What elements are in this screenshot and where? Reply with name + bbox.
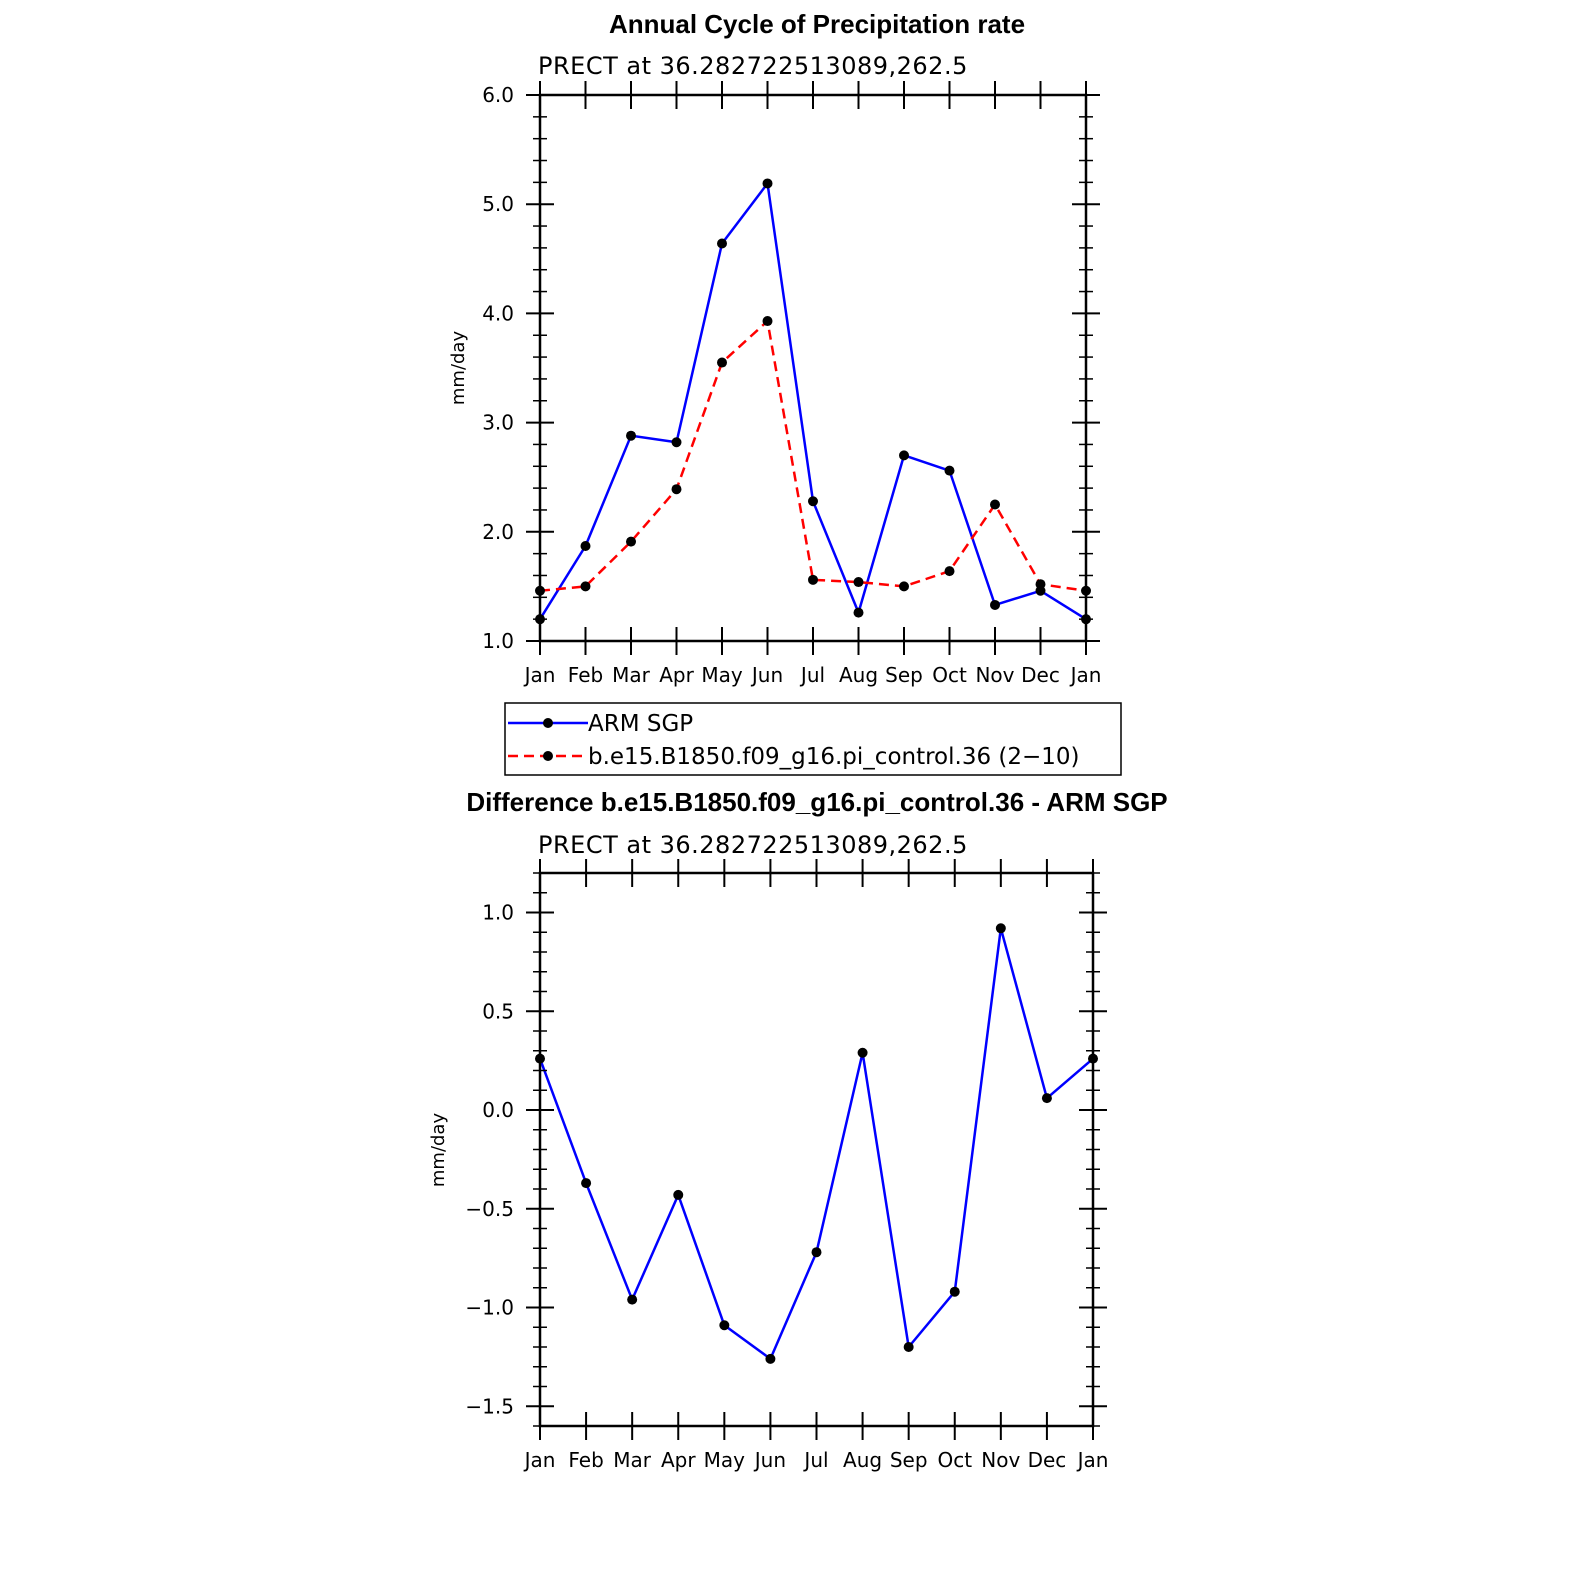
top-x-tick-label: Sep <box>885 663 923 687</box>
top-series-0-point <box>990 599 1000 610</box>
top-y-tick-label: 6.0 <box>482 83 514 107</box>
legend: ARM SGP b.e15.B1850.f09_g16.pi_control.3… <box>504 702 1122 776</box>
top-series-0-point <box>626 430 636 441</box>
bottom-series-0-point <box>949 1286 960 1297</box>
top-x-tick-label: Jul <box>799 663 825 687</box>
top-series-1-point <box>853 577 864 588</box>
top-y-tick-label: 2.0 <box>482 520 514 544</box>
top-y-tick-label: 4.0 <box>482 301 514 325</box>
top-series-1-point <box>1035 579 1046 590</box>
top-series-1-point <box>580 581 591 592</box>
bottom-series-0-point <box>903 1342 914 1352</box>
top-x-tick-label: Nov <box>975 663 1014 687</box>
bottom-series-0-point <box>673 1189 684 1200</box>
top-series-1-point <box>808 574 818 585</box>
top-series-1-point <box>626 536 636 547</box>
bottom-x-tick-label: Apr <box>661 1448 696 1472</box>
legend-label-model: b.e15.B1850.f09_g16.pi_control.36 (2−10) <box>588 744 1080 770</box>
top-chart-title: Annual Cycle of Precipitation rate <box>609 9 1025 39</box>
bottom-series-0-point <box>765 1353 776 1364</box>
difference-chart: Difference b.e15.B1850.f09_g16.pi_contro… <box>428 787 1168 1472</box>
bottom-x-tick-label: Sep <box>890 1448 928 1472</box>
top-series-0-point <box>717 238 727 249</box>
bottom-series-0-point <box>857 1047 868 1058</box>
bottom-x-tick-label: Jan <box>523 1448 556 1472</box>
annual-cycle-chart: Annual Cycle of Precipitation rate PRECT… <box>448 9 1101 687</box>
top-x-tick-label: Feb <box>568 663 603 687</box>
top-x-tick-label: Aug <box>839 663 878 687</box>
bottom-x-tick-label: Mar <box>613 1448 652 1472</box>
bottom-series-0-point <box>811 1247 822 1258</box>
top-x-tick-label: May <box>701 663 743 687</box>
top-series-1-point <box>671 484 682 495</box>
top-x-tick-label: Oct <box>932 663 967 687</box>
top-series-0-point <box>944 465 955 476</box>
top-series-0-point <box>580 540 591 551</box>
top-chart-subtitle: PRECT at 36.282722513089,262.5 <box>538 52 968 80</box>
bottom-x-tick-label: Oct <box>937 1448 972 1472</box>
top-x-tick-label: Jun <box>750 663 783 687</box>
top-x-tick-label: Jan <box>1069 663 1102 687</box>
top-series-0-point <box>671 437 682 448</box>
bottom-y-tick-label: 0.5 <box>482 999 514 1023</box>
bottom-series-0-point <box>1041 1093 1052 1104</box>
bottom-chart-title: Difference b.e15.B1850.f09_g16.pi_contro… <box>466 787 1167 817</box>
bottom-x-tick-label: Jul <box>802 1448 828 1472</box>
top-series-0-point <box>808 496 818 507</box>
bottom-chart-y-axis-label: mm/day <box>428 1113 449 1188</box>
bottom-series-0-point <box>995 923 1006 934</box>
bottom-chart-subtitle: PRECT at 36.282722513089,262.5 <box>538 831 968 859</box>
bottom-y-tick-label: 1.0 <box>482 901 514 925</box>
bottom-series-0-point <box>581 1178 592 1189</box>
top-series-1-point <box>762 316 773 327</box>
top-plot-frame <box>538 93 1088 643</box>
top-series-0-point <box>853 607 864 618</box>
bottom-series-0-point <box>627 1294 638 1305</box>
top-y-tick-label: 3.0 <box>482 411 514 435</box>
bottom-x-tick-label: Jun <box>753 1448 786 1472</box>
top-x-tick-label: Apr <box>659 663 694 687</box>
bottom-x-tick-label: Aug <box>843 1448 882 1472</box>
bottom-x-tick-label: May <box>704 1448 746 1472</box>
legend-box <box>504 702 1122 776</box>
legend-label-arm-sgp: ARM SGP <box>588 711 693 737</box>
legend-marker-model <box>543 751 553 761</box>
top-chart-y-axis-label: mm/day <box>448 331 469 406</box>
bottom-y-tick-label: −0.5 <box>465 1197 514 1221</box>
bottom-series-line-0 <box>538 927 1094 1361</box>
top-series-1-point <box>990 499 1000 510</box>
top-series-1-point <box>899 581 909 592</box>
top-series-0-point <box>899 450 909 461</box>
top-y-tick-label: 1.0 <box>482 629 514 653</box>
top-series-1-point <box>944 566 955 577</box>
top-series-0-point <box>762 178 773 189</box>
bottom-y-tick-label: 0.0 <box>482 1098 514 1122</box>
legend-marker-arm-sgp <box>543 718 553 728</box>
top-series-line-0 <box>538 182 1087 621</box>
bottom-series-0-point <box>719 1320 730 1331</box>
bottom-x-tick-label: Jan <box>1076 1448 1109 1472</box>
bottom-x-tick-label: Nov <box>981 1448 1020 1472</box>
top-x-tick-label: Jan <box>523 663 556 687</box>
top-y-tick-label: 5.0 <box>482 192 514 216</box>
top-series-1-point <box>717 357 727 368</box>
bottom-y-tick-label: −1.0 <box>465 1296 514 1320</box>
bottom-x-tick-label: Feb <box>568 1448 603 1472</box>
bottom-y-tick-label: −1.5 <box>465 1394 514 1418</box>
top-x-tick-label: Dec <box>1021 663 1060 687</box>
top-x-tick-label: Mar <box>612 663 651 687</box>
bottom-x-tick-label: Dec <box>1028 1448 1067 1472</box>
bottom-plot-frame <box>538 871 1095 1428</box>
